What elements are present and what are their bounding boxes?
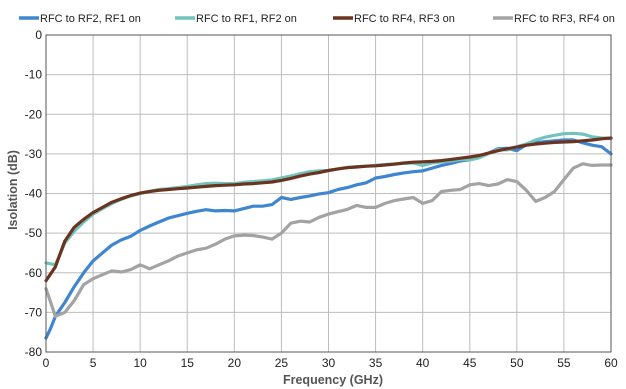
x-tick-label: 10 [133,356,147,370]
x-tick-label: 50 [510,356,524,370]
x-tick-label: 30 [322,356,336,370]
y-tick-label: -10 [25,68,43,82]
y-tick-label: -60 [25,266,43,280]
tick-labels: 0 5 10 15 20 25 30 35 40 45 50 55 60 0 -10 -20 -30 -40 -50… [25,28,618,370]
y-tick-label: -80 [25,345,43,359]
x-tick-label: 40 [416,356,430,370]
series-line-3 [44,136,613,283]
legend: RFC to RF2, RF1 on RFC to RF1, RF2 on RFC … [19,13,615,25]
legend-item-1: RFC to RF2, RF1 on [19,13,141,25]
legend-label: RFC to RF2, RF1 on [40,13,141,25]
series-layer [44,131,613,340]
x-tick-label: 20 [228,356,242,370]
legend-label: RFC to RF3, RF4 on [514,13,615,25]
y-tick-label: -30 [25,147,43,161]
x-axis-title: Frequency (GHz) [283,373,383,387]
legend-item-2: RFC to RF1, RF2 on [175,13,297,25]
x-tick-label: 5 [90,356,97,370]
x-tick-label: 45 [463,356,477,370]
y-tick-label: -50 [25,226,43,240]
x-tick-label: 15 [181,356,195,370]
series-line-4 [44,162,613,318]
x-tick-label: 25 [275,356,289,370]
x-tick-label: 55 [557,356,571,370]
y-tick-label: -20 [25,107,43,121]
legend-label: RFC to RF4, RF3 on [354,13,455,25]
x-tick-label: 35 [369,356,383,370]
legend-item-4: RFC to RF3, RF4 on [493,13,615,25]
plot-frame [45,34,612,353]
series-line-1 [44,138,613,340]
y-axis-title: Isolation (dB) [6,150,20,230]
x-tick-label: 60 [604,356,618,370]
y-tick-label: 0 [35,28,42,42]
legend-label: RFC to RF1, RF2 on [196,13,297,25]
legend-item-3: RFC to RF4, RF3 on [333,13,455,25]
axes [45,34,612,353]
y-tick-label: -40 [25,187,43,201]
x-tick-label: 0 [43,356,50,370]
y-tick-label: -70 [25,305,43,319]
